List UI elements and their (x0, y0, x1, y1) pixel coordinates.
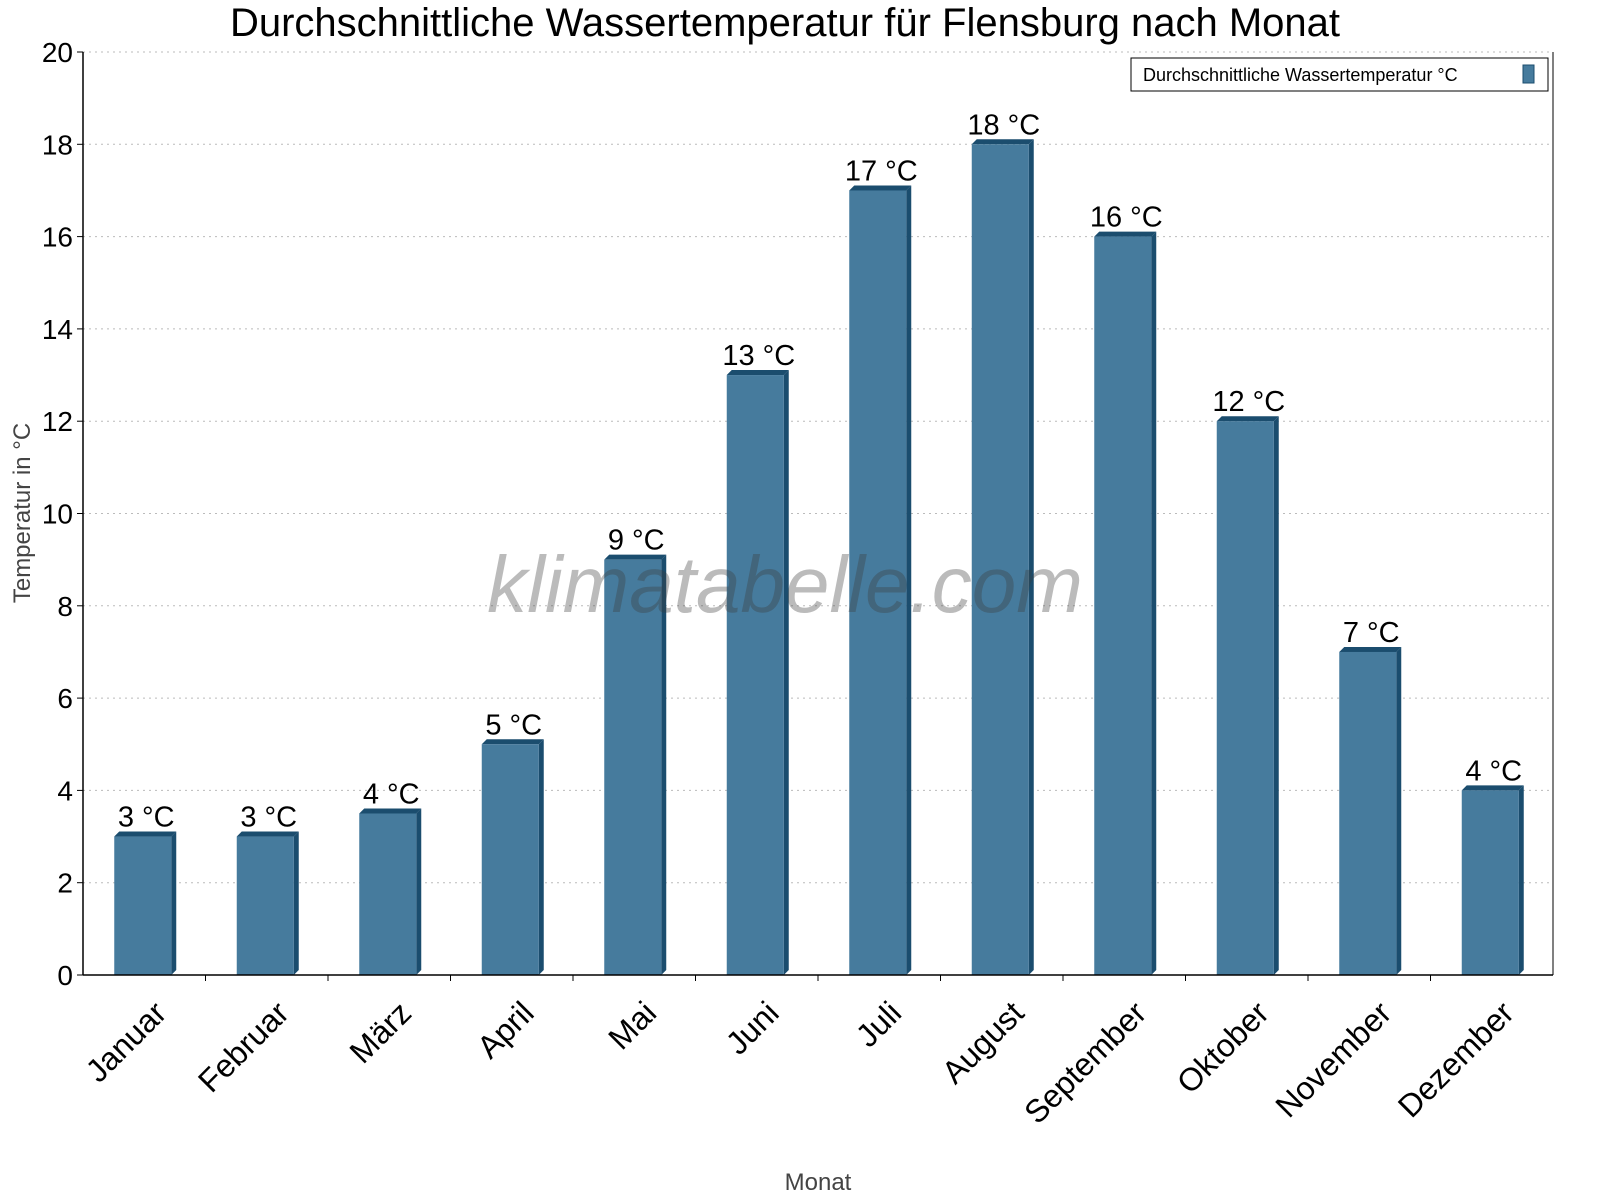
bar-side (538, 739, 544, 975)
y-tick-label: 10 (42, 499, 73, 530)
bar-side (906, 185, 912, 975)
bar-side (416, 808, 422, 975)
y-tick-label: 0 (57, 960, 73, 991)
y-tick-label: 12 (42, 406, 73, 437)
data-label: 7 °C (1343, 617, 1400, 649)
bar-top (114, 831, 177, 837)
y-tick-label: 6 (57, 683, 73, 714)
x-tick-label: Dezember (1391, 994, 1521, 1124)
x-tick-label: Mai (601, 994, 663, 1056)
bar (1461, 790, 1519, 975)
data-label: 3 °C (118, 802, 175, 834)
y-tick-label: 14 (42, 314, 73, 345)
x-tick-label: August (935, 994, 1031, 1090)
x-tick-label: Oktober (1170, 994, 1276, 1100)
x-tick-label: März (342, 994, 418, 1070)
y-tick-label: 2 (57, 868, 73, 899)
x-tick-label: Februar (191, 994, 296, 1099)
gridlines (83, 51, 1553, 884)
bar (1094, 236, 1152, 976)
bar-top (481, 739, 544, 745)
bar (1339, 651, 1397, 975)
legend-box (1130, 57, 1549, 92)
y-tick-label: 16 (42, 222, 73, 253)
bar-top (726, 370, 789, 376)
data-label: 16 °C (1090, 202, 1163, 234)
bar (726, 375, 784, 975)
bar-side (1028, 139, 1034, 976)
bar-top (604, 554, 667, 560)
data-label: 18 °C (967, 109, 1040, 141)
data-label: 5 °C (485, 709, 542, 741)
bar-side (1273, 416, 1279, 975)
y-tick-label: 4 (57, 775, 73, 806)
bar-top (971, 139, 1034, 145)
x-axis-label: Monat (785, 1169, 852, 1196)
bar-side (783, 370, 789, 975)
bar (359, 813, 417, 975)
y-tick-label: 8 (57, 591, 73, 622)
data-label: 17 °C (845, 155, 918, 187)
bar-side (1151, 231, 1157, 976)
x-tick-label: April (470, 994, 541, 1065)
bar-top (1339, 646, 1402, 652)
bar-top (1461, 785, 1524, 791)
legend-label: Durchschnittliche Wassertemperatur °C (1143, 65, 1458, 85)
legend[interactable]: Durchschnittliche Wassertemperatur °C (1130, 57, 1549, 92)
bar-side (293, 831, 299, 975)
x-tick-label: Januar (79, 994, 174, 1089)
bar (1216, 421, 1274, 975)
data-label: 4 °C (363, 778, 420, 810)
watermark: klimatabelle.com (487, 540, 1083, 629)
data-label: 12 °C (1212, 386, 1285, 418)
bar-top (1216, 416, 1279, 422)
bar (971, 144, 1029, 976)
y-tick-label: 18 (42, 129, 73, 160)
bar (849, 190, 907, 975)
bar-top (1094, 231, 1157, 237)
data-label: 3 °C (240, 802, 297, 834)
bar-side (661, 554, 667, 975)
bar-top (359, 808, 422, 814)
bars: 3 °C 3 °C 4 °C 5 °C 9 °C 13 °C 17 °C 18 °C 16 °C… (114, 109, 1524, 976)
chart-title: Durchschnittliche Wassertemperatur für F… (230, 1, 1340, 45)
data-label: 13 °C (722, 340, 795, 372)
data-label: 4 °C (1465, 755, 1522, 787)
bar-top (849, 185, 912, 191)
x-tick-label: November (1268, 994, 1398, 1124)
bar-side (171, 831, 177, 975)
y-axis-label: Temperatur in °C (9, 423, 36, 603)
x-tick-label: September (1017, 994, 1153, 1130)
bar-top (236, 831, 299, 837)
bar (236, 836, 294, 975)
bar (604, 559, 662, 975)
bar-side (1396, 646, 1402, 975)
bar (481, 744, 539, 975)
x-tick-label: Juni (719, 994, 786, 1061)
bar (114, 836, 172, 975)
x-tick-label: Juli (849, 994, 908, 1053)
y-tick-label: 20 (42, 37, 73, 68)
bar-side (1518, 785, 1524, 975)
legend-swatch (1522, 64, 1535, 84)
data-label: 9 °C (608, 525, 665, 557)
